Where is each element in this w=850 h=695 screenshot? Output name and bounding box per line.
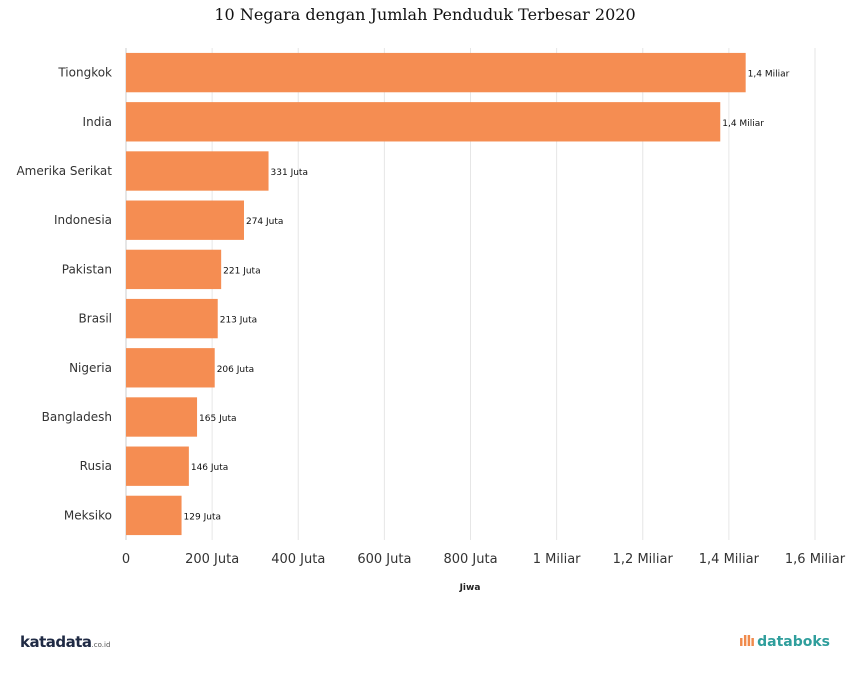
bar-value-label: 331 Juta bbox=[271, 168, 308, 178]
databoks-logo-text: databoks bbox=[757, 634, 830, 650]
category-label: Amerika Serikat bbox=[16, 164, 112, 178]
x-tick-label: 1,2 Miliar bbox=[613, 552, 674, 567]
bar[interactable] bbox=[126, 348, 215, 388]
x-axis-label: Jiwa bbox=[459, 583, 481, 593]
databoks-bars-icon: ıllı bbox=[738, 634, 755, 650]
x-tick-label: 1,6 Miliar bbox=[785, 552, 846, 567]
category-label: Pakistan bbox=[62, 262, 112, 276]
bar[interactable] bbox=[126, 495, 182, 536]
x-tick-label: 400 Juta bbox=[271, 552, 325, 567]
bar-value-label: 165 Juta bbox=[199, 414, 236, 424]
bars bbox=[126, 52, 746, 536]
bar-value-label: 221 Juta bbox=[223, 266, 260, 276]
data-labels: 1,4 Miliar 1,4 Miliar 331 Juta 274 Juta 221 … bbox=[184, 70, 790, 523]
bar-value-label: 213 Juta bbox=[220, 316, 257, 326]
bar[interactable] bbox=[126, 151, 269, 191]
bar-value-label: 274 Juta bbox=[246, 217, 283, 227]
category-label: Indonesia bbox=[54, 213, 112, 227]
category-label: Tiongkok bbox=[57, 66, 112, 80]
x-tick-label: 1,4 Miliar bbox=[699, 552, 760, 567]
bar[interactable] bbox=[126, 298, 218, 339]
x-tick-label: 600 Juta bbox=[357, 552, 411, 567]
category-label: India bbox=[83, 115, 112, 129]
category-label: Nigeria bbox=[69, 361, 112, 375]
bar[interactable] bbox=[126, 52, 746, 93]
x-tick-label: 800 Juta bbox=[443, 552, 497, 567]
bar[interactable] bbox=[126, 200, 244, 240]
katadata-logo-suffix: .co.id bbox=[91, 641, 111, 649]
category-labels: Tiongkok India Amerika Serikat Indonesia Pak… bbox=[16, 66, 112, 523]
bar[interactable] bbox=[126, 446, 189, 486]
category-label: Bangladesh bbox=[42, 410, 112, 424]
bar-value-label: 206 Juta bbox=[217, 365, 254, 375]
bar[interactable] bbox=[126, 397, 198, 437]
category-label: Rusia bbox=[80, 459, 112, 473]
x-tick-label: 0 bbox=[122, 552, 130, 567]
category-label: Meksiko bbox=[64, 508, 112, 522]
x-tick-labels: 0 200 Juta 400 Juta 600 Juta 800 Juta 1 Milia… bbox=[122, 552, 846, 567]
bar-value-label: 129 Juta bbox=[184, 512, 221, 522]
katadata-logo-text: katadata bbox=[20, 633, 92, 651]
category-label: Brasil bbox=[79, 312, 112, 326]
bar-value-label: 146 Juta bbox=[191, 463, 228, 473]
databoks-logo: ıllı databoks bbox=[739, 634, 830, 650]
bar-value-label: 1,4 Miliar bbox=[748, 70, 790, 80]
bar-value-label: 1,4 Miliar bbox=[722, 119, 764, 129]
x-tick-label: 200 Juta bbox=[185, 552, 239, 567]
bar[interactable] bbox=[126, 102, 721, 142]
bar[interactable] bbox=[126, 249, 222, 290]
katadata-logo: katadata.co.id bbox=[20, 633, 110, 651]
x-tick-label: 1 Miliar bbox=[533, 552, 581, 567]
chart-title: 10 Negara dengan Jumlah Penduduk Terbesa… bbox=[214, 5, 636, 24]
